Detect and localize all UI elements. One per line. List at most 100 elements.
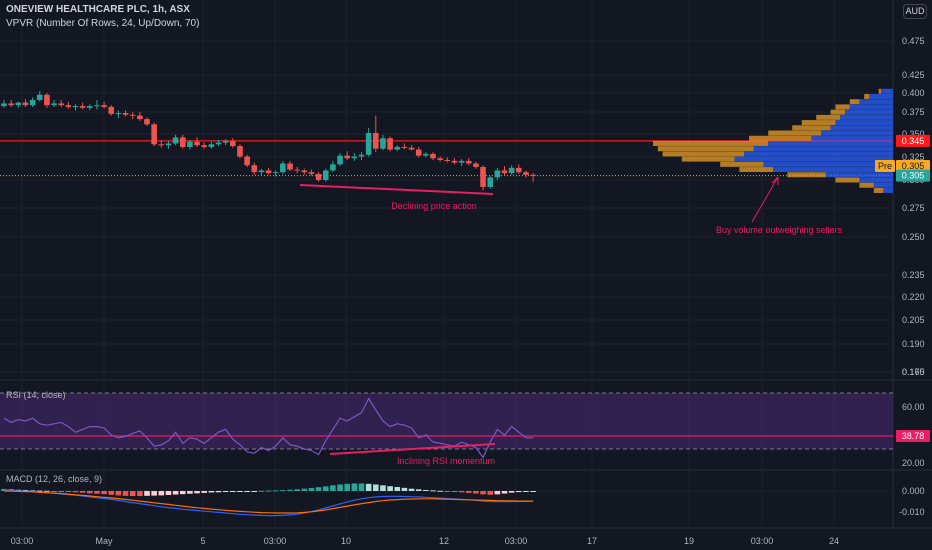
rsi-line — [3, 397, 534, 459]
volume-profile-down-bar — [662, 151, 745, 157]
candle-body — [201, 145, 207, 147]
macd-histogram-bar — [401, 487, 408, 491]
macd-histogram-bar — [337, 484, 343, 491]
macd-indicator-label[interactable]: MACD (12, 26, close, 9) — [6, 474, 103, 484]
svg-text:38.78: 38.78 — [902, 431, 925, 441]
candle-body — [358, 154, 365, 157]
candle-body — [187, 141, 193, 147]
time-axis-label: 03:00 — [11, 536, 34, 546]
volume-profile-up-bar — [825, 172, 893, 178]
volume-profile-down-bar — [849, 99, 860, 105]
macd-histogram-bar — [351, 483, 358, 491]
rsi-band — [0, 393, 893, 449]
price-axis-label: 0.175 — [902, 367, 925, 377]
candle-body — [58, 103, 64, 106]
candle-body — [36, 94, 43, 100]
volume-profile-down-bar — [787, 172, 826, 178]
candle-body — [380, 138, 386, 149]
price-axis-label: 0.400 — [902, 88, 925, 98]
macd-histogram-bar — [465, 491, 472, 493]
price-axis-label: 0.190 — [902, 339, 925, 349]
volume-profile-down-bar — [657, 146, 754, 152]
candle-body — [330, 164, 336, 171]
candle-body — [351, 156, 358, 159]
macd-histogram-bar — [365, 483, 372, 491]
macd-histogram-bar — [451, 491, 458, 492]
macd-histogram-bar — [358, 483, 365, 491]
macd-histogram-bar — [208, 491, 215, 493]
volume-profile-down-bar — [835, 104, 850, 110]
volume-profile-up-bar — [849, 104, 893, 110]
volume-profile-down-bar — [749, 135, 812, 141]
rsi-annotation-text: Inclining RSI momentum — [397, 456, 495, 466]
macd-histogram-bar — [322, 486, 329, 491]
time-axis-label: 03:00 — [505, 536, 528, 546]
macd-histogram-bar — [265, 490, 272, 492]
candle-body — [437, 158, 443, 160]
candle-body — [280, 163, 286, 173]
svg-text:0.345: 0.345 — [902, 136, 925, 146]
macd-histogram-bar — [194, 491, 200, 494]
candle-body — [8, 103, 14, 106]
candle-body — [251, 165, 258, 173]
macd-histogram-bar — [129, 491, 136, 497]
macd-histogram-bar — [294, 489, 300, 491]
candle-body — [272, 172, 279, 174]
macd-histogram-bar — [516, 491, 522, 493]
price-axis-label: 0.375 — [902, 107, 925, 117]
volume-profile-down-bar — [835, 177, 860, 183]
candle-body — [516, 167, 522, 173]
price-axis-label: 0.275 — [902, 203, 925, 213]
macd-histogram-bar — [201, 491, 207, 493]
macd-histogram-bar — [137, 491, 143, 497]
macd-histogram-bar — [44, 490, 50, 492]
price-axis-label: 0.250 — [902, 232, 925, 242]
macd-histogram-bar — [373, 484, 379, 491]
volume-profile-down-bar — [878, 88, 881, 94]
volume-profile-up-bar — [830, 125, 893, 131]
macd-histogram-bar — [423, 489, 429, 491]
volume-profile-up-bar — [773, 167, 893, 173]
macd-histogram-bar — [501, 491, 508, 494]
candle-body — [230, 140, 236, 147]
macd-histogram-bar — [315, 487, 322, 491]
volume-profile-down-bar — [816, 114, 841, 120]
candle-body — [308, 172, 315, 174]
candle-body — [222, 140, 229, 143]
macd-histogram-bar — [158, 491, 165, 496]
candle-body — [444, 159, 451, 161]
candle-body — [501, 170, 508, 174]
macd-histogram-bar — [79, 491, 86, 493]
candle-body — [144, 119, 150, 125]
rsi-indicator-label[interactable]: RSI (14, close) — [6, 390, 66, 400]
svg-text:0.305: 0.305 — [902, 171, 925, 181]
vpvr-indicator-label[interactable]: VPVR (Number Of Rows, 24, Up/Down, 70) — [6, 18, 200, 29]
candle-body — [122, 113, 129, 115]
volume-profile-up-bar — [873, 182, 893, 188]
volume-profile-up-bar — [821, 130, 893, 136]
candle-body — [151, 124, 157, 145]
price-axis-label: 0.235 — [902, 270, 925, 280]
macd-histogram-bar — [458, 491, 465, 493]
candle-body — [29, 99, 36, 106]
candle-body — [65, 105, 72, 107]
candle-body — [337, 155, 343, 165]
price-axis-label: 0.205 — [902, 315, 925, 325]
volume-profile-up-bar — [744, 151, 893, 157]
candle-body — [301, 170, 308, 173]
macd-histogram-bar — [144, 491, 150, 496]
candle-body — [473, 163, 479, 167]
currency-badge[interactable]: AUD — [903, 4, 927, 19]
candle-body — [172, 137, 179, 144]
volume-profile-up-bar — [734, 156, 893, 162]
candle-body — [480, 166, 486, 187]
macd-histogram-bar — [394, 487, 401, 491]
candle-body — [94, 105, 100, 107]
time-axis-label: 03:00 — [264, 536, 287, 546]
macd-histogram-bar — [523, 491, 529, 492]
candle-body — [487, 177, 493, 187]
volume-profile-down-bar — [681, 156, 735, 162]
candle-body — [51, 103, 57, 106]
macd-histogram-bar — [187, 491, 193, 494]
